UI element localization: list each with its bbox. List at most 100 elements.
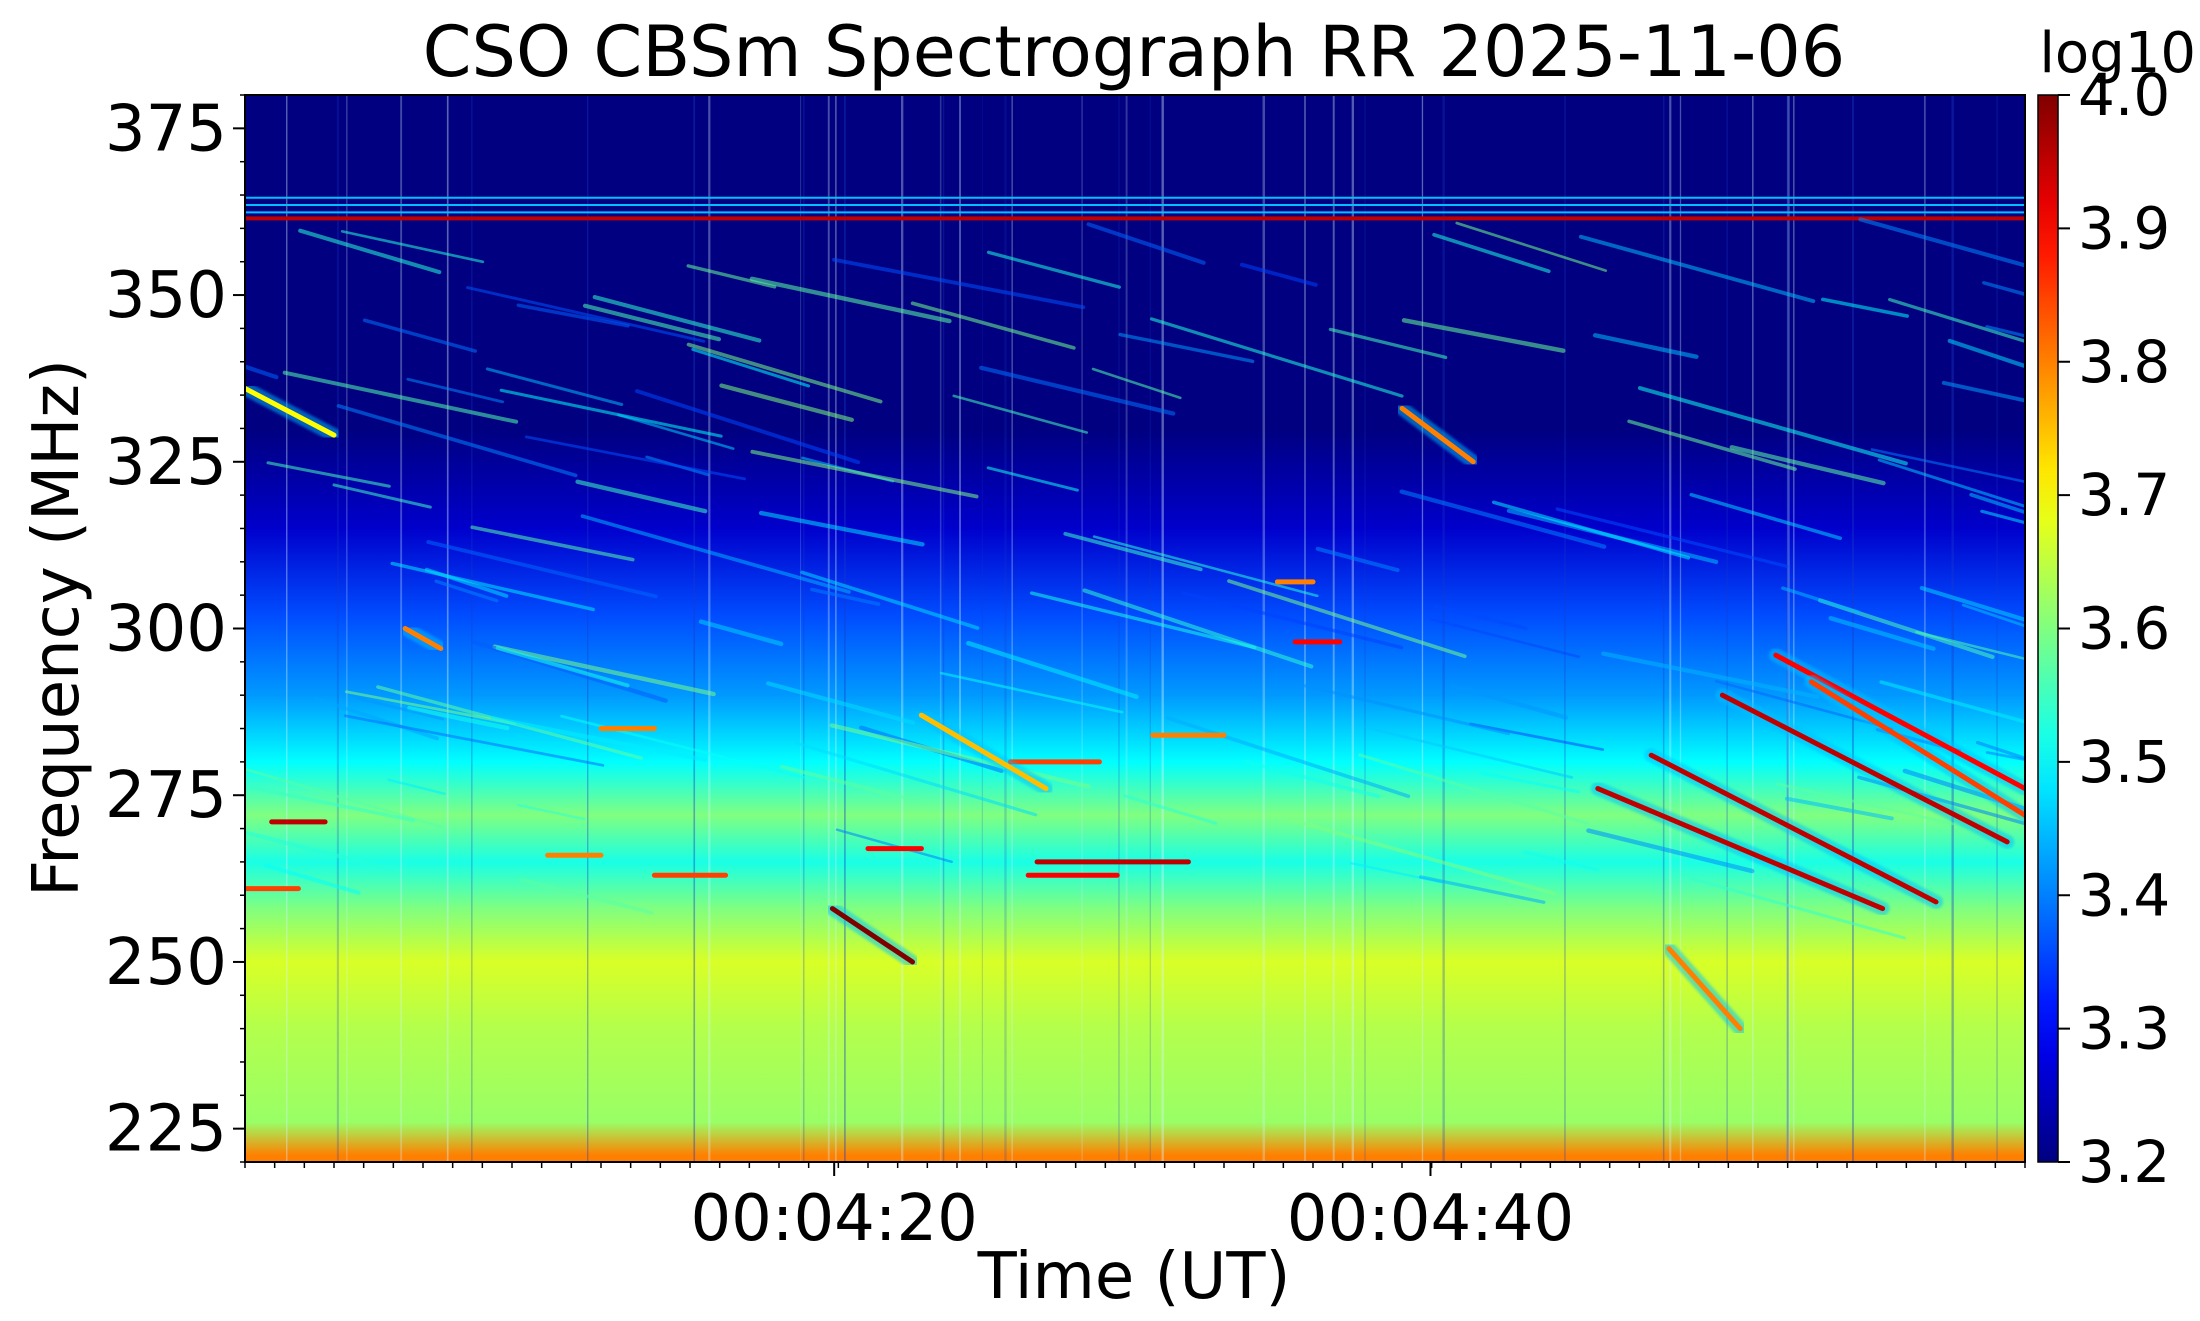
drift-streak <box>1401 318 1566 353</box>
drift-streak <box>1985 751 2025 761</box>
drift-streak <box>686 342 883 404</box>
drift-streak <box>519 877 654 915</box>
spectrogram-plot-area <box>245 95 2025 1162</box>
drift-streak <box>939 671 1124 714</box>
drift-streak <box>313 696 440 741</box>
drift-streak <box>582 303 722 342</box>
x-axis-label: Time (UT) <box>977 1240 1291 1314</box>
drift-streak <box>1328 327 1448 360</box>
spectrogram-vertical-stripes <box>286 95 1998 1162</box>
burst-feature <box>1808 679 2025 818</box>
drift-streak <box>1063 531 1203 572</box>
x-tick-label: 00:04:20 <box>690 1182 977 1256</box>
drift-streak <box>345 690 517 726</box>
drift-streak <box>1455 221 1608 272</box>
colorbar-tick-label: 3.3 <box>2078 995 2170 1063</box>
drift-streak <box>1491 500 1691 560</box>
burst-feature <box>1595 786 1886 912</box>
drift-streak <box>1985 325 2025 338</box>
drift-streak <box>1961 603 2025 628</box>
colorbar-label: log10 <box>2039 21 2196 86</box>
burst-feature <box>829 906 915 965</box>
drift-streak <box>407 705 510 731</box>
drift-streak <box>362 318 478 353</box>
y-axis: 225 250 275 300 325 350 375 <box>105 92 245 1167</box>
burst-feature <box>402 626 444 652</box>
drift-streak <box>1419 875 1546 904</box>
x-axis: 00:04:20 00:04:40 <box>244 1162 2026 1256</box>
drift-streak <box>1689 492 1842 541</box>
drift-streak <box>492 644 716 697</box>
drift-streak <box>1298 683 1511 736</box>
drift-streak <box>719 383 854 422</box>
drift-streak <box>343 714 605 767</box>
colorbar: log10 3.2 3.3 3.4 3.5 3.6 3.7 3.8 3.9 4.0 <box>2037 21 2196 1196</box>
burst-feature <box>918 712 1049 792</box>
drift-streak <box>466 286 706 343</box>
drift-streak <box>1315 546 1400 573</box>
spectrogram-bursts <box>245 217 2025 1036</box>
drift-streak <box>1578 234 1816 304</box>
drift-streak <box>1879 680 2025 724</box>
drift-streak <box>1239 262 1318 287</box>
burst-feature <box>1666 946 1743 1032</box>
burst-feature <box>1719 692 2010 845</box>
drift-streak <box>966 640 1139 700</box>
colorbar-tick-label: 3.8 <box>2078 328 2170 396</box>
drift-streak <box>470 525 635 562</box>
drift-streak <box>1555 507 1789 568</box>
colorbar-tick-label: 4.0 <box>2078 61 2170 129</box>
y-tick-label: 325 <box>105 426 227 500</box>
drift-streak <box>298 228 442 275</box>
colorbar-tick-label: 3.2 <box>2078 1128 2170 1196</box>
drift-streak <box>758 510 925 547</box>
drift-streak <box>580 514 851 594</box>
spectrogram-background <box>245 95 2025 1162</box>
drift-streak <box>490 716 708 763</box>
y-tick-label: 300 <box>105 593 227 667</box>
drift-streak <box>485 367 624 407</box>
drift-streak <box>336 404 578 478</box>
y-tick-label: 225 <box>105 1093 227 1167</box>
burst-feature <box>1648 752 1939 905</box>
drift-streak <box>1118 332 1255 364</box>
drift-streak <box>1781 586 1861 614</box>
colorbar-tick-label: 3.6 <box>2078 595 2170 663</box>
drift-streak <box>1784 796 1894 821</box>
burst-feature <box>1399 405 1476 465</box>
drift-streak <box>986 250 1121 289</box>
drift-streak <box>1601 651 1820 699</box>
drift-streak <box>1828 616 1936 651</box>
drift-streak <box>1523 850 1600 872</box>
colorbar-tick-label: 3.7 <box>2078 461 2170 529</box>
drift-streak <box>1902 768 2025 812</box>
y-tick-label: 275 <box>105 759 227 833</box>
drift-streak <box>1888 297 2025 343</box>
chart-title: CSO CBSm Spectrograph RR 2025-11-06 <box>423 11 1846 93</box>
drift-streak <box>1858 217 2025 268</box>
drift-streak <box>426 540 658 599</box>
drift-streak <box>1877 458 2025 508</box>
colorbar-tick-label: 3.9 <box>2078 194 2170 262</box>
drift-streak <box>1082 588 1314 669</box>
spectrogram-background-fill <box>245 95 2025 1162</box>
drift-streak <box>1358 753 1590 826</box>
drift-streak <box>617 413 735 450</box>
drift-streak <box>245 767 444 829</box>
drift-streak <box>795 741 1038 817</box>
drift-streak <box>1091 367 1182 400</box>
drift-streak <box>1586 828 1755 874</box>
drift-streak <box>516 803 586 821</box>
drift-streak <box>1969 492 2025 515</box>
drift-streak <box>635 389 861 465</box>
drift-streak <box>1430 617 1581 659</box>
drift-streak <box>686 264 777 289</box>
drift-streak <box>387 778 446 796</box>
drift-streak <box>1227 579 1467 659</box>
drift-streak <box>245 364 279 380</box>
y-tick-label: 350 <box>105 259 227 333</box>
drift-streak <box>266 461 391 488</box>
colorbar-scale <box>2038 95 2058 1162</box>
